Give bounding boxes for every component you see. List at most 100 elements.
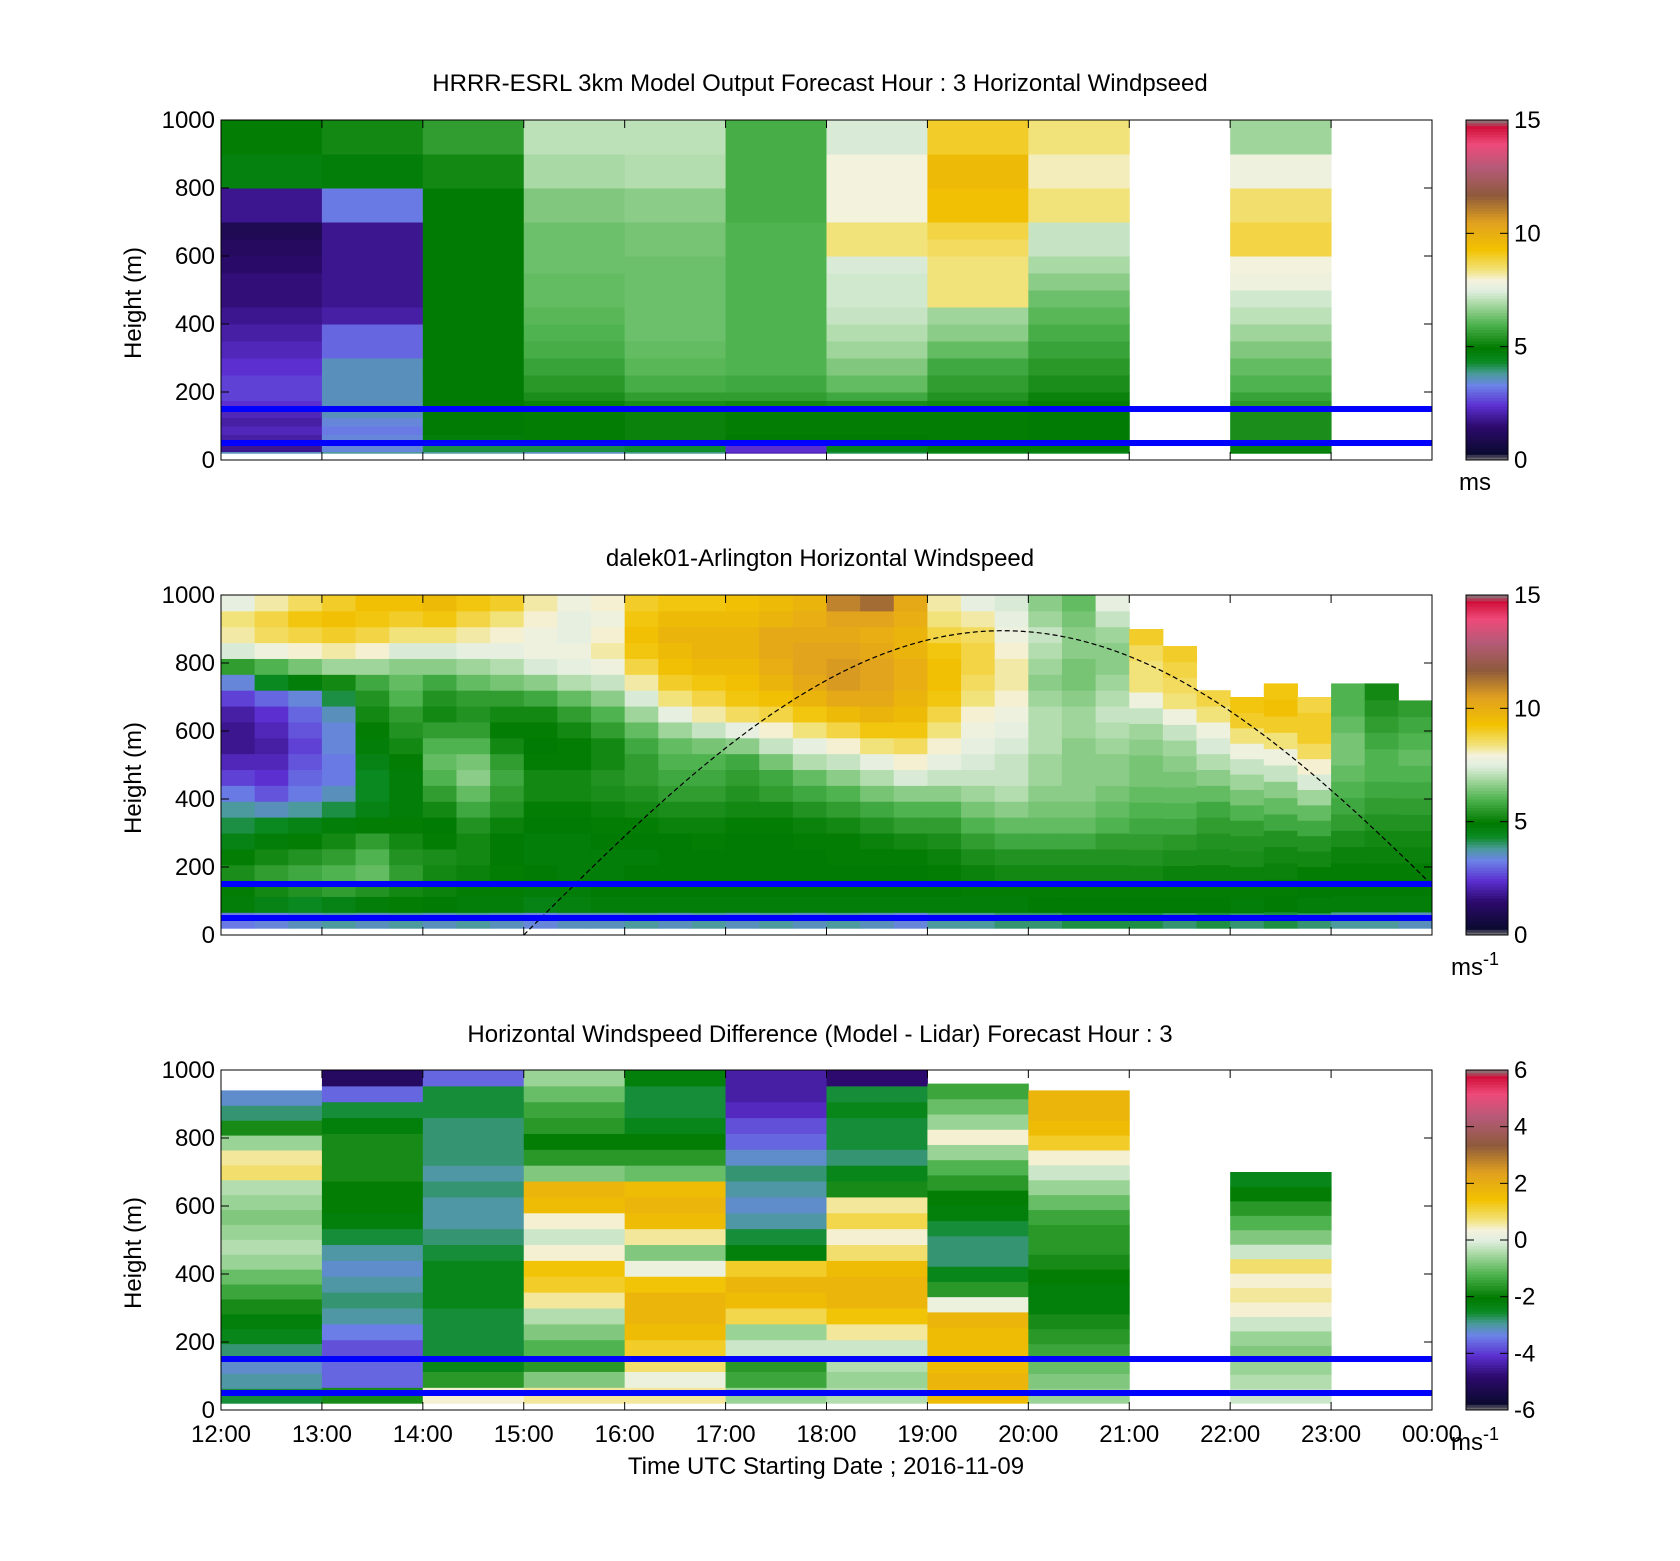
heatmap-cell: [725, 154, 827, 189]
colorbar-segment: [1466, 833, 1508, 837]
heatmap-cell: [321, 769, 357, 786]
heatmap-cell: [860, 769, 895, 786]
heatmap-cell: [725, 341, 827, 359]
heatmap-cell: [422, 417, 525, 427]
heatmap-cell: [1364, 781, 1399, 799]
colorbar-segment: [1466, 131, 1508, 135]
colorbar-segment: [1466, 411, 1508, 416]
colorbar-tick-label: 5: [1514, 334, 1527, 361]
heatmap-cell: [927, 1296, 1029, 1313]
heatmap-cell: [591, 864, 626, 882]
heatmap-cell: [355, 753, 390, 771]
heatmap-cell: [961, 817, 996, 834]
heatmap-cell: [321, 706, 357, 723]
colorbar-segment: [1466, 748, 1508, 752]
colorbar-unit: ms: [1459, 469, 1491, 496]
heatmap-cell: [658, 626, 693, 644]
heatmap-cell: [826, 1371, 928, 1388]
heatmap-cell: [254, 848, 289, 866]
heatmap-cell: [1398, 700, 1433, 718]
heatmap-cell: [725, 120, 827, 155]
colorbar-segment: [1466, 818, 1508, 823]
colorbar-segment: [1466, 799, 1508, 803]
colorbar-segment: [1466, 1254, 1508, 1258]
heatmap-cell: [1028, 358, 1130, 376]
heatmap-cell: [321, 658, 357, 675]
heatmap-cell: [860, 864, 895, 882]
heatmap-cell: [523, 833, 558, 850]
heatmap-cell: [221, 626, 256, 644]
heatmap-cell: [1196, 753, 1231, 771]
heatmap-cell: [927, 324, 1029, 342]
heatmap-cell: [490, 642, 525, 659]
x-tick-label: 23:00: [1301, 1421, 1361, 1448]
x-tick-label: 18:00: [796, 1421, 856, 1448]
heatmap-cell: [523, 290, 626, 308]
heatmap-cell: [591, 674, 626, 691]
heatmap-cell: [961, 848, 996, 866]
heatmap-cell: [860, 626, 895, 644]
heatmap-cell: [288, 690, 323, 707]
x-tick-label: 20:00: [998, 1421, 1058, 1448]
heatmap-cell: [355, 896, 390, 913]
colorbar-segment: [1466, 640, 1508, 644]
heatmap-cell: [725, 1196, 827, 1214]
heatmap-cell: [490, 706, 525, 723]
heatmap-cell: [355, 595, 390, 612]
heatmap-cell: [557, 658, 592, 675]
overlay-lines: [221, 630, 1433, 936]
heatmap-cell: [321, 434, 424, 444]
heatmap-cell: [1129, 833, 1164, 850]
colorbar-segment: [1466, 733, 1508, 738]
heatmap-cell: [591, 706, 626, 723]
heatmap-cell: [221, 1105, 323, 1121]
colorbar-segment: [1466, 691, 1508, 695]
heatmap-cell: [691, 626, 727, 644]
heatmap-cell: [927, 1129, 1029, 1145]
heatmap-cell: [624, 658, 659, 675]
colorbar-segment: [1466, 1143, 1508, 1147]
heatmap-cell: [523, 1212, 626, 1230]
heatmap-cell: [1028, 154, 1130, 189]
heatmap-cell: [1061, 610, 1097, 628]
heatmap-cell: [523, 642, 558, 659]
heatmap-cell: [826, 1244, 928, 1261]
heatmap-cell: [355, 674, 390, 691]
y-tick-label: 200: [175, 1329, 215, 1356]
colorbar-segment: [1466, 1138, 1508, 1142]
colorbar-segment: [1466, 1291, 1508, 1295]
heatmap-cell: [725, 188, 827, 223]
heatmap-cell: [321, 426, 424, 435]
heatmap-cell: [658, 737, 693, 755]
colorbar-segment: [1466, 278, 1508, 282]
heatmap-cell: [961, 753, 996, 771]
heatmap-cell: [1162, 755, 1198, 772]
heatmap-cell: [523, 1308, 626, 1325]
heatmap-cell: [826, 1181, 928, 1198]
heatmap-cell: [422, 595, 457, 612]
colorbar-tick-label: 15: [1514, 582, 1541, 609]
heatmap-cell: [826, 417, 928, 427]
colorbar-tick-label: 4: [1514, 1114, 1527, 1141]
heatmap-cell: [389, 817, 424, 834]
heatmap-cell: [422, 610, 457, 628]
heatmap-cell: [523, 188, 626, 223]
heatmap-cell: [321, 1212, 424, 1230]
heatmap-cell: [1129, 629, 1164, 646]
colorbar-segment: [1466, 1364, 1508, 1368]
heatmap-cell: [624, 409, 727, 418]
heatmap-cell: [927, 801, 962, 818]
colorbar-segment: [1466, 179, 1508, 183]
heatmap-cell: [1230, 256, 1332, 274]
heatmap-cell: [221, 706, 256, 723]
heatmap-cell: [725, 610, 760, 628]
heatmap-cell: [927, 341, 1029, 359]
colorbar-segment: [1466, 1089, 1508, 1094]
heatmap-cell: [624, 785, 659, 802]
heatmap-cell: [456, 753, 491, 771]
heatmap-cell: [1263, 781, 1298, 799]
heatmap-cell: [523, 324, 626, 342]
heatmap-cell: [422, 1244, 525, 1261]
heatmap-cell: [994, 595, 1029, 612]
heatmap-cell: [893, 674, 928, 691]
